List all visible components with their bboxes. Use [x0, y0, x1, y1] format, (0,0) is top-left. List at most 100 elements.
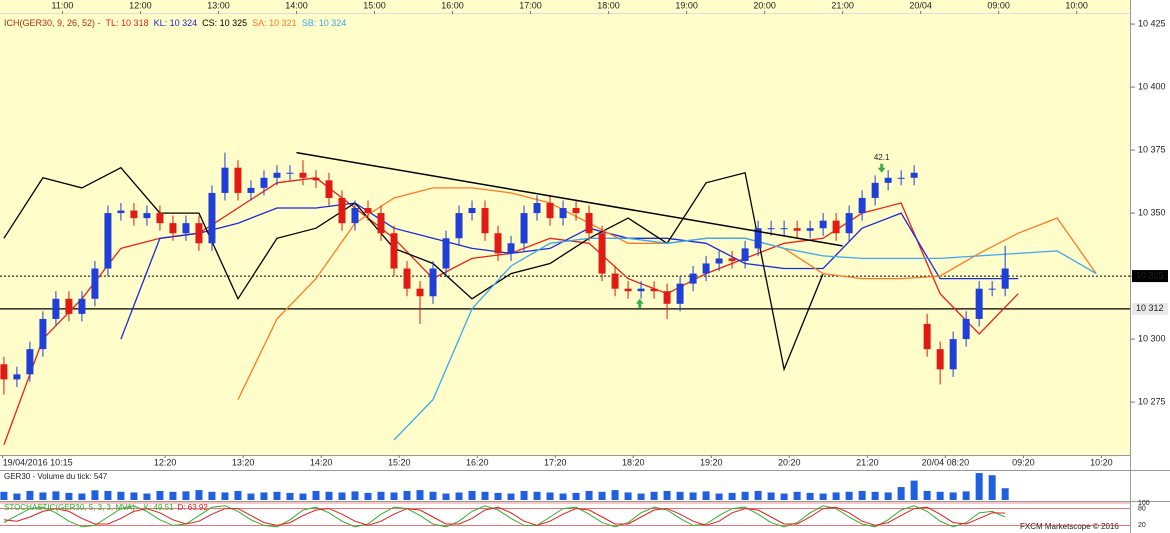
y-tick-label: 10 400 — [1138, 81, 1166, 91]
volume-bar — [858, 490, 866, 500]
candle-body — [832, 220, 840, 234]
x-tick-label: 13:00 — [207, 0, 230, 10]
volume-bar — [364, 492, 372, 500]
candle-body — [533, 203, 541, 214]
indicator-line — [120, 202, 1019, 340]
y-tick-label: 10 275 — [1138, 396, 1166, 406]
volume-bar — [975, 473, 983, 500]
candle-body — [780, 228, 788, 230]
volume-bar — [130, 492, 138, 500]
volume-bar — [390, 492, 398, 500]
y-tick-label: 10 425 — [1138, 18, 1166, 28]
volume-bar — [936, 491, 944, 500]
candle-body — [715, 258, 723, 264]
volume-bar — [767, 492, 775, 500]
y-tick-label: 10 300 — [1138, 333, 1166, 343]
candle-body — [728, 258, 736, 261]
price-axis-background — [1130, 0, 1170, 533]
candle-body — [221, 167, 229, 193]
volume-bar — [273, 491, 281, 500]
candle-body — [650, 288, 658, 292]
volume-bar — [156, 490, 164, 500]
oscillator-line — [3, 506, 1006, 526]
candle-body — [143, 213, 151, 219]
x-tick-label: 12:00 — [129, 0, 152, 10]
x-tick-label: 17:00 — [519, 0, 542, 10]
volume-bar — [910, 480, 918, 500]
volume-bar — [637, 493, 645, 500]
candle-body — [507, 243, 515, 254]
candle-body — [442, 238, 450, 269]
x-tick-label: 16:00 — [441, 0, 464, 10]
candle-body — [13, 374, 21, 380]
candle-body — [169, 223, 177, 234]
candle-body — [923, 323, 931, 350]
x-tick-label: 20/04 08:20 — [922, 457, 970, 467]
x-tick-label: 19:20 — [700, 457, 723, 467]
volume-bar — [312, 490, 320, 500]
volume-bar — [676, 491, 684, 500]
footer: FXCM Marketscope © 2016 — [1020, 522, 1119, 531]
candle-body — [91, 268, 99, 299]
x-tick-label: 11:00 — [51, 0, 73, 10]
x-tick-label: 18:20 — [622, 457, 645, 467]
x-tick-label: 09:20 — [1012, 457, 1035, 467]
candle-body — [520, 213, 528, 244]
x-tick-label: 13:20 — [232, 457, 255, 467]
candle-body — [455, 213, 463, 239]
price-badge-label: 10 312 — [1136, 303, 1164, 313]
volume-bar — [845, 491, 853, 500]
candle-body — [403, 268, 411, 289]
volume-bar — [221, 492, 229, 500]
volume-bar — [988, 475, 996, 500]
candle-body — [429, 268, 437, 297]
volume-bar — [702, 491, 710, 500]
price-badge — [1132, 302, 1168, 315]
candle-body — [793, 228, 801, 231]
volume-bar — [611, 490, 619, 500]
candle-body — [39, 318, 47, 350]
volume-bar — [897, 487, 905, 500]
candle-body — [338, 197, 346, 224]
candle-body — [988, 288, 996, 290]
candle-body — [858, 197, 866, 214]
x-tick-label: 18:00 — [597, 0, 620, 10]
candle-body — [624, 288, 632, 292]
volume-bar — [234, 490, 242, 500]
candle-body — [754, 228, 762, 249]
volume-bar — [39, 492, 47, 500]
candle-body — [910, 172, 918, 178]
candle-body — [819, 220, 827, 229]
volume-bar — [91, 490, 99, 500]
candle-body — [351, 208, 359, 224]
volume-bar — [507, 493, 515, 500]
oscillator-line — [3, 505, 1006, 528]
legend-entry: D: 63.92 — [178, 503, 209, 512]
candle-body — [598, 233, 606, 274]
legend-entry: SB: 10 324 — [302, 18, 347, 28]
x-tick-label: 14:20 — [310, 457, 333, 467]
candle-body — [156, 213, 164, 224]
signal-label: 42.1 — [874, 153, 890, 162]
volume-bar — [78, 493, 86, 500]
candle-body — [897, 177, 905, 179]
volume-bar — [182, 491, 190, 500]
volume-bar — [481, 491, 489, 500]
x-tick-label: 19:00 — [675, 0, 698, 10]
volume-bar — [494, 492, 502, 500]
volume-bar — [624, 492, 632, 500]
candle-body — [611, 273, 619, 289]
candle-body — [299, 172, 307, 178]
candle-body — [377, 213, 385, 234]
candle-body — [559, 208, 567, 219]
y-tick-label: 100 — [1138, 500, 1150, 507]
x-tick-label: 21:00 — [831, 0, 854, 10]
volume-bar — [416, 490, 424, 500]
x-tick-label: 21:20 — [856, 457, 879, 467]
candle-body — [247, 187, 255, 193]
volume-bar — [806, 492, 814, 500]
volume-bar — [325, 491, 333, 500]
candle-body — [962, 318, 970, 340]
